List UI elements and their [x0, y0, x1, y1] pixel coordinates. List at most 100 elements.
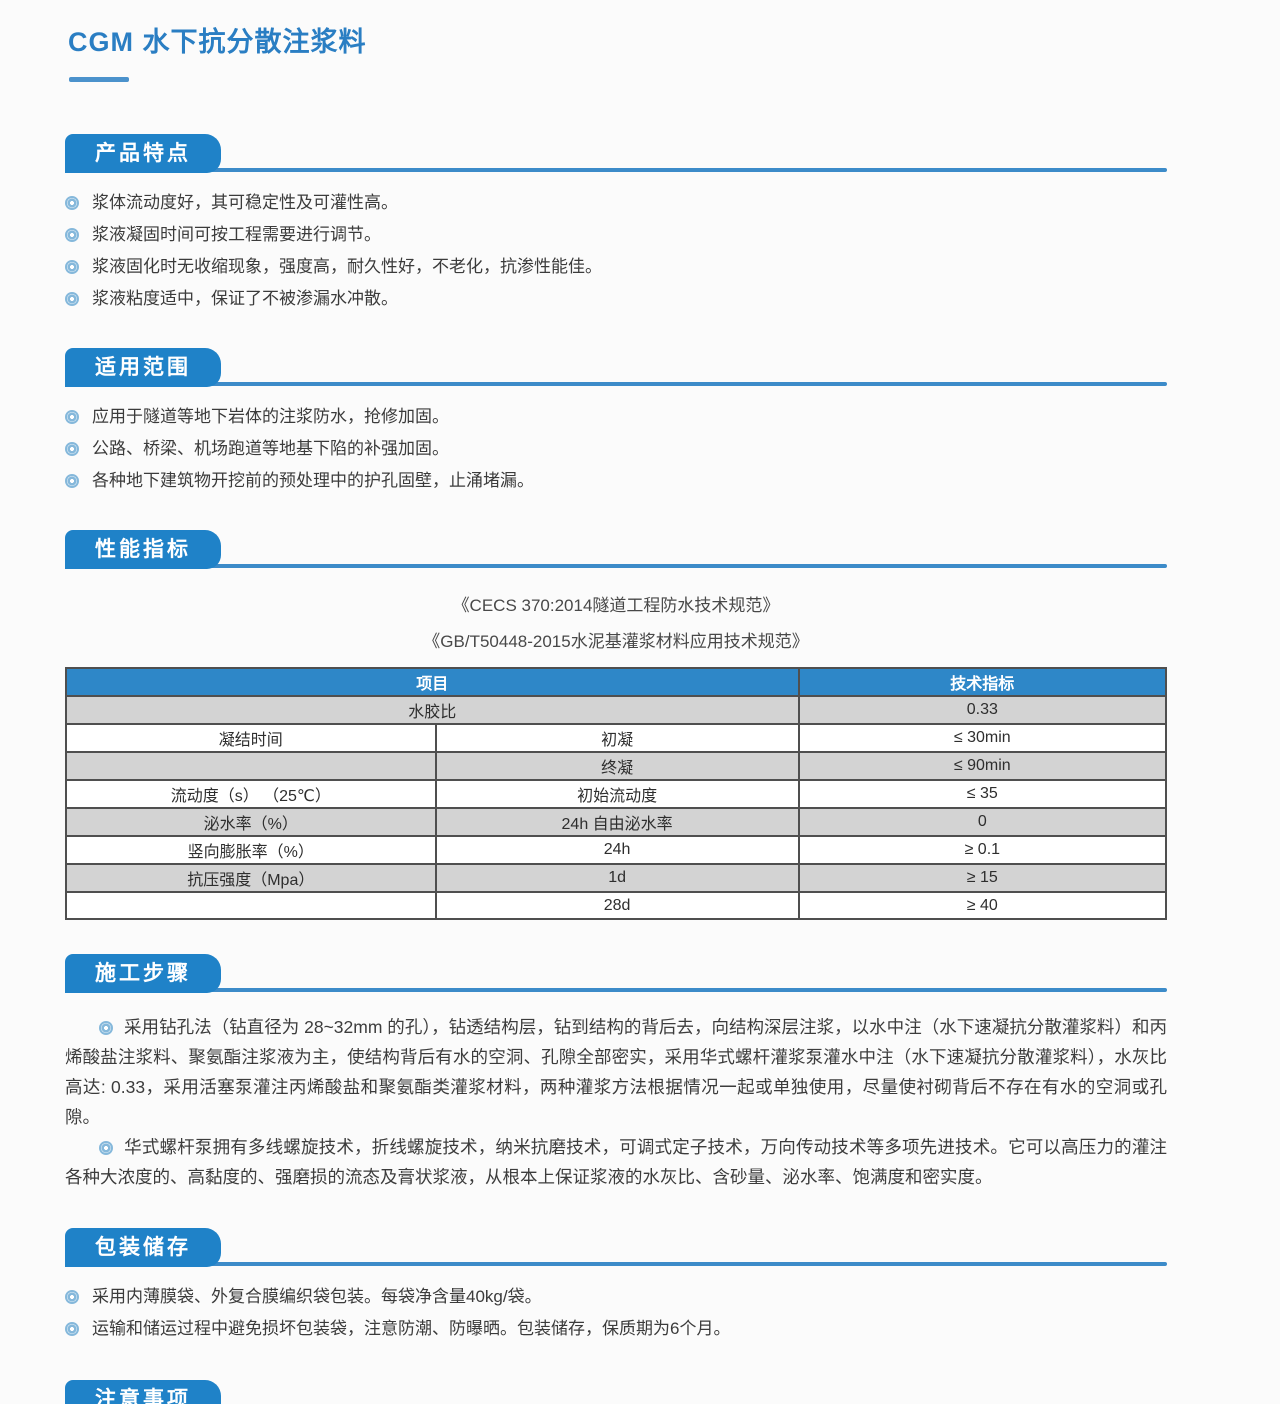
section-scope: 适用范围 应用于隧道等地下岩体的注浆防水，抢修加固。 公路、桥梁、机场跑道等地基… [65, 348, 1167, 490]
table-cell: ≥ 0.1 [797, 835, 1168, 865]
table-cell: 初始流动度 [434, 779, 800, 809]
table-header-row: 项目 技术指标 [65, 667, 1168, 697]
list-item: 浆液凝固时间可按工程需要进行调节。 [65, 225, 1167, 244]
section-rule [65, 382, 1167, 386]
section-rule [65, 1262, 1167, 1266]
section-header-packaging: 包装储存 [65, 1228, 1167, 1267]
list-item: 浆体流动度好，其可稳定性及可灌性高。 [65, 193, 1167, 212]
table-cell: 1d [434, 863, 800, 893]
section-badge-features: 产品特点 [65, 134, 221, 173]
section-header-notes: 注意事项 [65, 1380, 1167, 1404]
list-item: 各种地下建筑物开挖前的预处理中的护孔固壁，止涌堵漏。 [65, 471, 1167, 490]
list-item-text: 运输和储运过程中避免损坏包装袋，注意防潮、防曝晒。包装储存，保质期为6个月。 [92, 1319, 731, 1338]
section-packaging: 包装储存 采用内薄膜袋、外复合膜编织袋包装。每袋净含量40kg/袋。 运输和储运… [65, 1228, 1167, 1338]
list-item-text: 浆液粘度适中，保证了不被渗漏水冲散。 [92, 289, 398, 308]
section-construction: 施工步骤 采用钻孔法（钻直径为 28~32mm 的孔），钻透结构层，钻到结构的背… [65, 954, 1167, 1192]
table-row: 流动度（s） （25℃） 初始流动度 ≤ 35 [65, 779, 1168, 809]
table-row: 抗压强度（Mpa） 1d ≥ 15 [65, 863, 1168, 893]
paragraph-text: 采用钻孔法（钻直径为 28~32mm 的孔），钻透结构层，钻到结构的背后去，向结… [65, 1017, 1167, 1127]
section-features: 产品特点 浆体流动度好，其可稳定性及可灌性高。 浆液凝固时间可按工程需要进行调节… [65, 134, 1167, 308]
title-underline [69, 77, 129, 82]
section-rule [65, 988, 1167, 992]
paragraph-text: 华式螺杆泵拥有多线螺旋技术，折线螺旋技术，纳米抗磨技术，可调式定子技术，万向传动… [65, 1137, 1167, 1187]
list-item-text: 浆液固化时无收缩现象，强度高，耐久性好，不老化，抗渗性能佳。 [92, 257, 602, 276]
table-cell: 0.33 [797, 695, 1168, 725]
scope-list: 应用于隧道等地下岩体的注浆防水，抢修加固。 公路、桥梁、机场跑道等地基下陷的补强… [65, 407, 1167, 490]
table-cell: 竖向膨胀率（%） [65, 835, 437, 865]
table-cell [65, 891, 437, 920]
table-cell: 泌水率（%） [65, 807, 437, 837]
standard-reference: 《CECS 370:2014隧道工程防水技术规范》 [452, 596, 780, 615]
packaging-list: 采用内薄膜袋、外复合膜编织袋包装。每袋净含量40kg/袋。 运输和储运过程中避免… [65, 1287, 1167, 1338]
section-header-scope: 适用范围 [65, 348, 1167, 387]
table-cell: 初凝 [434, 723, 800, 753]
table-cell: 24h [434, 835, 800, 865]
section-rule [65, 168, 1167, 172]
construction-paragraphs: 采用钻孔法（钻直径为 28~32mm 的孔），钻透结构层，钻到结构的背后去，向结… [65, 1012, 1167, 1192]
page-title: CGM 水下抗分散注浆料 [68, 27, 367, 57]
ring-bullet-icon [65, 473, 79, 488]
paragraph: 采用钻孔法（钻直径为 28~32mm 的孔），钻透结构层，钻到结构的背后去，向结… [65, 1012, 1167, 1132]
ring-bullet-icon [65, 259, 79, 274]
table-row: 终凝 ≤ 90min [65, 751, 1168, 781]
ring-bullet-icon [65, 195, 79, 210]
list-item: 浆液固化时无收缩现象，强度高，耐久性好，不老化，抗渗性能佳。 [65, 257, 1167, 276]
ring-bullet-icon [99, 1021, 113, 1035]
section-header-features: 产品特点 [65, 134, 1167, 173]
standards-references: 《CECS 370:2014隧道工程防水技术规范》 《GB/T50448-201… [65, 592, 1167, 655]
ring-bullet-icon [65, 291, 79, 306]
list-item-text: 应用于隧道等地下岩体的注浆防水，抢修加固。 [92, 407, 449, 426]
paragraph: 华式螺杆泵拥有多线螺旋技术，折线螺旋技术，纳米抗磨技术，可调式定子技术，万向传动… [65, 1132, 1167, 1192]
section-badge-scope: 适用范围 [65, 348, 221, 387]
list-item-text: 各种地下建筑物开挖前的预处理中的护孔固壁，止涌堵漏。 [92, 471, 534, 490]
table-cell: ≤ 30min [797, 723, 1168, 753]
table-cell: 28d [434, 891, 800, 920]
ring-bullet-icon [65, 409, 79, 424]
table-row: 水胶比 0.33 [65, 695, 1168, 725]
list-item-text: 采用内薄膜袋、外复合膜编织袋包装。每袋净含量40kg/袋。 [92, 1287, 542, 1306]
section-badge-notes: 注意事项 [65, 1380, 221, 1404]
table-row: 凝结时间 初凝 ≤ 30min [65, 723, 1168, 753]
table-cell: 24h 自由泌水率 [434, 807, 800, 837]
performance-table: 项目 技术指标 水胶比 0.33 凝结时间 初凝 ≤ 30min 终凝 ≤ 90… [65, 667, 1168, 920]
list-item-text: 公路、桥梁、机场跑道等地基下陷的补强加固。 [92, 439, 449, 458]
list-item: 采用内薄膜袋、外复合膜编织袋包装。每袋净含量40kg/袋。 [65, 1287, 1167, 1306]
list-item: 浆液粘度适中，保证了不被渗漏水冲散。 [65, 289, 1167, 308]
section-badge-construction: 施工步骤 [65, 954, 221, 993]
table-cell: 水胶比 [65, 695, 800, 725]
features-list: 浆体流动度好，其可稳定性及可灌性高。 浆液凝固时间可按工程需要进行调节。 浆液固… [65, 193, 1167, 308]
table-cell: 0 [797, 807, 1168, 837]
list-item-text: 浆体流动度好，其可稳定性及可灌性高。 [92, 193, 398, 212]
table-cell: 凝结时间 [65, 723, 437, 753]
ring-bullet-icon [65, 227, 79, 242]
table-cell: 抗压强度（Mpa） [65, 863, 437, 893]
list-item: 应用于隧道等地下岩体的注浆防水，抢修加固。 [65, 407, 1167, 426]
section-performance: 性能指标 《CECS 370:2014隧道工程防水技术规范》 《GB/T5044… [65, 530, 1168, 920]
ring-bullet-icon [65, 441, 79, 456]
table-cell: 终凝 [434, 751, 800, 781]
section-badge-packaging: 包装储存 [65, 1228, 221, 1267]
table-cell: ≤ 90min [797, 751, 1168, 781]
table-row: 泌水率（%） 24h 自由泌水率 0 [65, 807, 1168, 837]
standard-reference: 《GB/T50448-2015水泥基灌浆材料应用技术规范》 [423, 632, 809, 651]
table-cell: ≥ 15 [797, 863, 1168, 893]
table-cell [65, 751, 437, 781]
section-notes: 注意事项 高速乳化分散注浆过程中，未经试验，严禁掺入CGM型以外的其它物质，以免… [65, 1380, 1167, 1404]
table-cell: ≤ 35 [797, 779, 1168, 809]
section-header-construction: 施工步骤 [65, 954, 1167, 993]
section-rule [65, 564, 1167, 568]
list-item: 运输和储运过程中避免损坏包装袋，注意防潮、防曝晒。包装储存，保质期为6个月。 [65, 1319, 1167, 1338]
ring-bullet-icon [65, 1321, 79, 1336]
table-cell: ≥ 40 [797, 891, 1168, 920]
section-header-performance: 性能指标 [65, 530, 1167, 569]
list-item: 公路、桥梁、机场跑道等地基下陷的补强加固。 [65, 439, 1167, 458]
list-item-text: 浆液凝固时间可按工程需要进行调节。 [92, 225, 381, 244]
table-row: 28d ≥ 40 [65, 891, 1168, 920]
table-row: 竖向膨胀率（%） 24h ≥ 0.1 [65, 835, 1168, 865]
section-badge-performance: 性能指标 [65, 530, 221, 569]
ring-bullet-icon [99, 1141, 113, 1155]
ring-bullet-icon [65, 1289, 79, 1304]
table-cell: 流动度（s） （25℃） [65, 779, 437, 809]
table-header-item: 项目 [65, 667, 800, 697]
